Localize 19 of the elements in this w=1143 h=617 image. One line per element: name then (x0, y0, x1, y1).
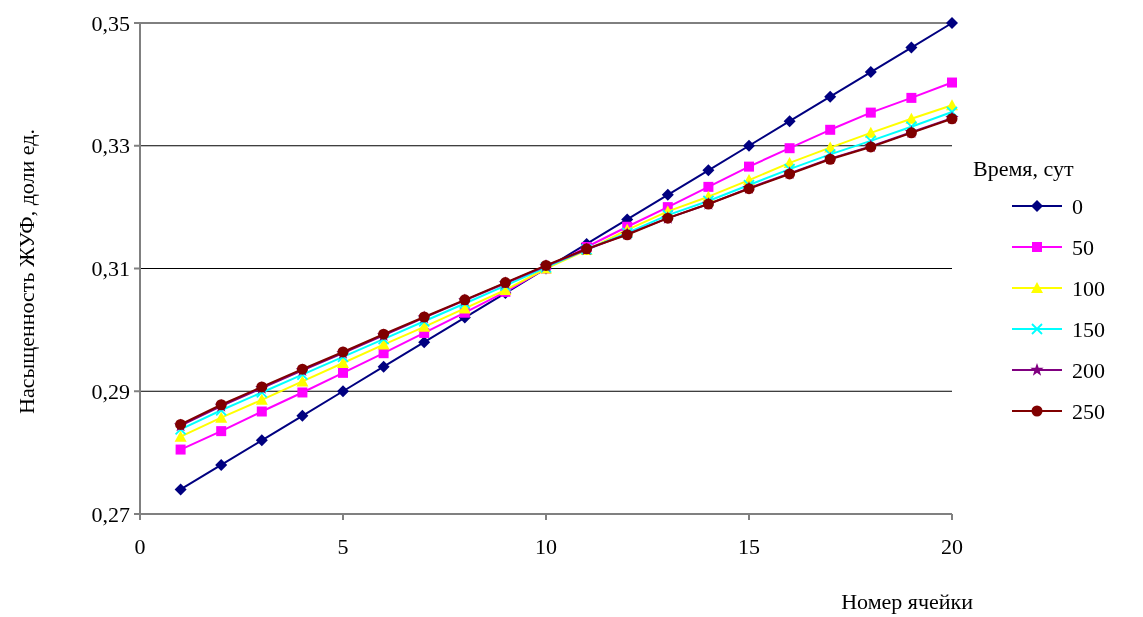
x-tick-label: 0 (134, 534, 146, 559)
x-tick-label: 5 (337, 534, 349, 559)
y-tick-label: 0,29 (91, 378, 130, 404)
legend-title: Время, сут (973, 156, 1074, 181)
y-axis-title: Насыщенность ЖУФ, доли ед. (14, 129, 39, 414)
legend-label: 250 (1072, 399, 1105, 424)
legend-label: 150 (1072, 317, 1105, 342)
y-tick-label: 0,35 (91, 10, 130, 36)
legend-label: 50 (1072, 235, 1094, 260)
y-tick-label: 0,33 (91, 133, 130, 159)
y-tick-label: 0,27 (91, 501, 130, 527)
legend-label: 100 (1072, 276, 1105, 301)
y-tick-label: 0,31 (91, 256, 130, 282)
x-axis-title: Номер ячейки (841, 589, 974, 614)
x-tick-label: 20 (941, 534, 963, 559)
x-tick-label: 10 (535, 534, 557, 559)
x-tick-label: 15 (738, 534, 760, 559)
legend-label: 0 (1072, 194, 1083, 219)
legend-label: 200 (1072, 358, 1105, 383)
